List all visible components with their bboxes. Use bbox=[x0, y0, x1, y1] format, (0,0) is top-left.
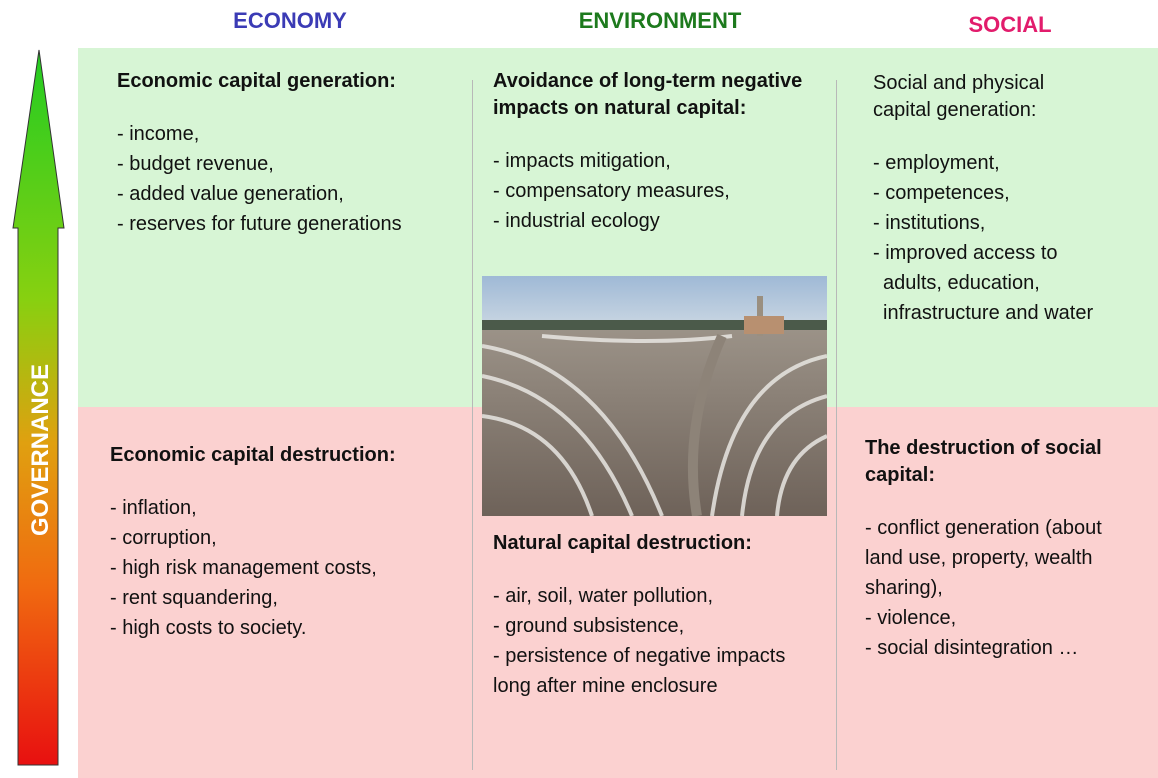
cell-item: - compensatory measures, bbox=[493, 176, 803, 206]
cell-item: - inflation, bbox=[110, 493, 400, 523]
cell: Social and physical capital generation: -… bbox=[873, 70, 1103, 328]
column-separator bbox=[472, 80, 473, 770]
cell-item: - social disintegration … bbox=[865, 633, 1105, 663]
cell-item: - income, bbox=[117, 119, 417, 149]
cell-item: - improved access to adults, education, … bbox=[873, 238, 1103, 328]
cell-item: - employment, bbox=[873, 148, 1103, 178]
cell: The destruction of social capital: - conf… bbox=[865, 435, 1105, 663]
cell: Economic capital destruction: - inflation… bbox=[110, 442, 400, 643]
column-header: ENVIRONMENT bbox=[510, 8, 810, 34]
cell-item: - conflict generation (about land use, p… bbox=[865, 513, 1105, 603]
cell-item: - violence, bbox=[865, 603, 1105, 633]
cell-item: - high risk management costs, bbox=[110, 553, 400, 583]
cell-item: - corruption, bbox=[110, 523, 400, 553]
cell: Avoidance of long-term negative impacts … bbox=[493, 68, 803, 236]
cell-item: - added value generation, bbox=[117, 179, 417, 209]
axis-label: GOVERNANCE bbox=[27, 364, 54, 536]
cell-item: - persistence of negative impacts long a… bbox=[493, 641, 793, 701]
cell-item: - competences, bbox=[873, 178, 1103, 208]
cell-heading: Economic capital generation: bbox=[117, 68, 417, 95]
cell-item: - industrial ecology bbox=[493, 206, 803, 236]
cell: Natural capital destruction: - air, soil,… bbox=[493, 530, 793, 701]
cell-item: - high costs to society. bbox=[110, 613, 400, 643]
column-separator bbox=[836, 80, 837, 770]
mine-photo bbox=[482, 276, 827, 516]
cell-heading: Natural capital destruction: bbox=[493, 530, 793, 557]
cell-item: - reserves for future generations bbox=[117, 209, 417, 239]
slide: {"columns": ["ECONOMY", "ENVIRONMENT", "… bbox=[0, 0, 1158, 778]
cell-heading: Avoidance of long-term negative impacts … bbox=[493, 68, 803, 122]
cell-item: - rent squandering, bbox=[110, 583, 400, 613]
cell-item: - budget revenue, bbox=[117, 149, 417, 179]
cell-heading: Social and physical capital generation: bbox=[873, 70, 1103, 124]
cell-heading: Economic capital destruction: bbox=[110, 442, 400, 469]
cell: Economic capital generation: - income,- b… bbox=[117, 68, 417, 239]
cell-item: - ground subsistence, bbox=[493, 611, 793, 641]
cell-heading: The destruction of social capital: bbox=[865, 435, 1105, 489]
cell-item: - impacts mitigation, bbox=[493, 146, 803, 176]
cell-item: - institutions, bbox=[873, 208, 1103, 238]
cell-item: - air, soil, water pollution, bbox=[493, 581, 793, 611]
column-header: SOCIAL bbox=[860, 12, 1158, 38]
column-header: ECONOMY bbox=[140, 8, 440, 34]
governance-arrow: GOVERNANCE bbox=[5, 0, 75, 778]
